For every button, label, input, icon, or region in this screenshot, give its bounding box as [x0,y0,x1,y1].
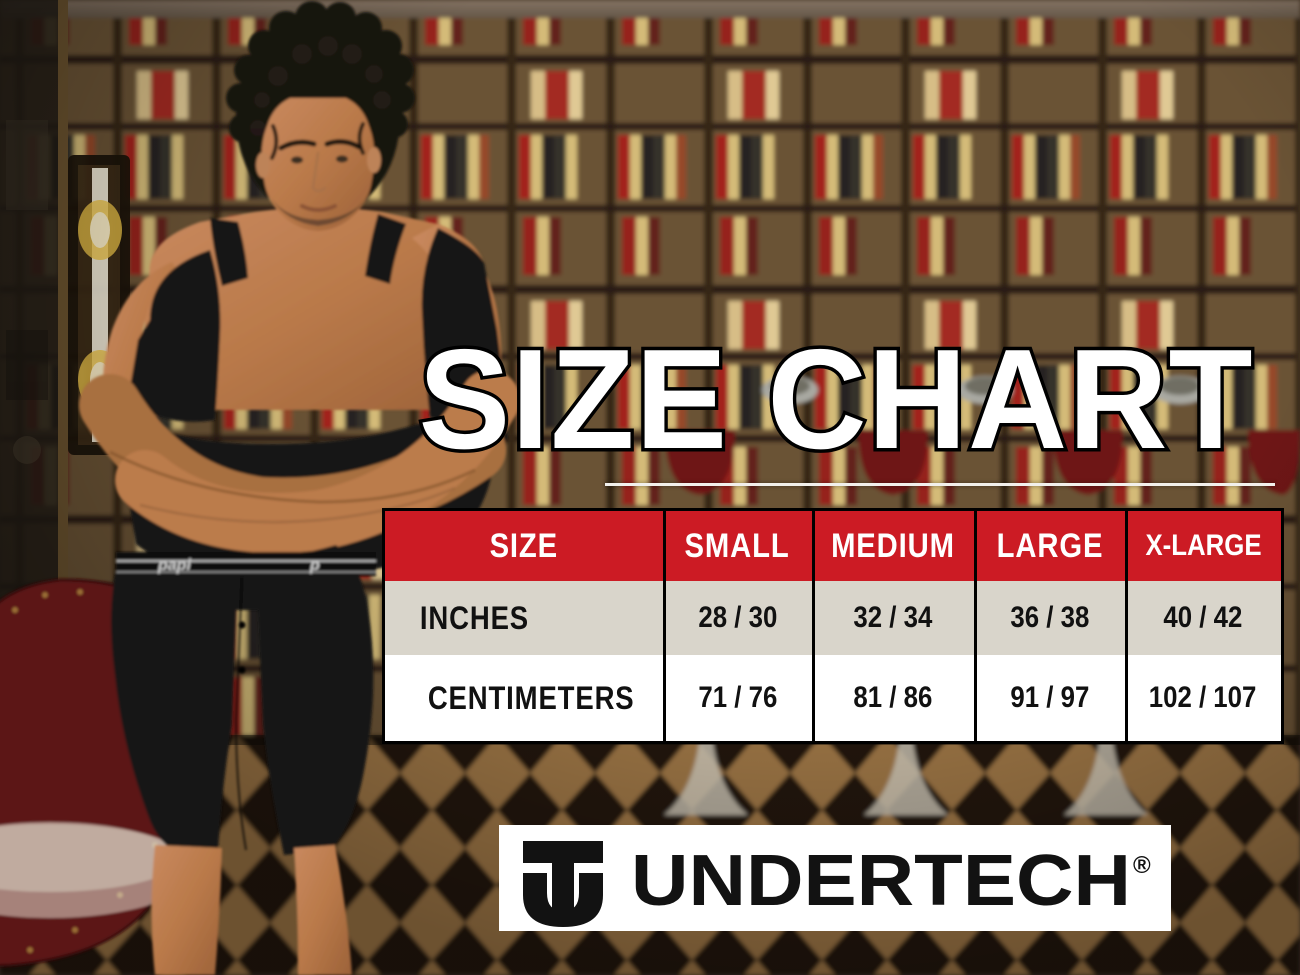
svg-text:SIZE CHART: SIZE CHART [419,330,1254,475]
svg-text:p: p [309,557,320,574]
svg-text:UNDERTECH: UNDERTECH [631,841,1131,921]
svg-text:papi: papi [157,557,191,574]
svg-text:®: ® [1133,852,1151,879]
